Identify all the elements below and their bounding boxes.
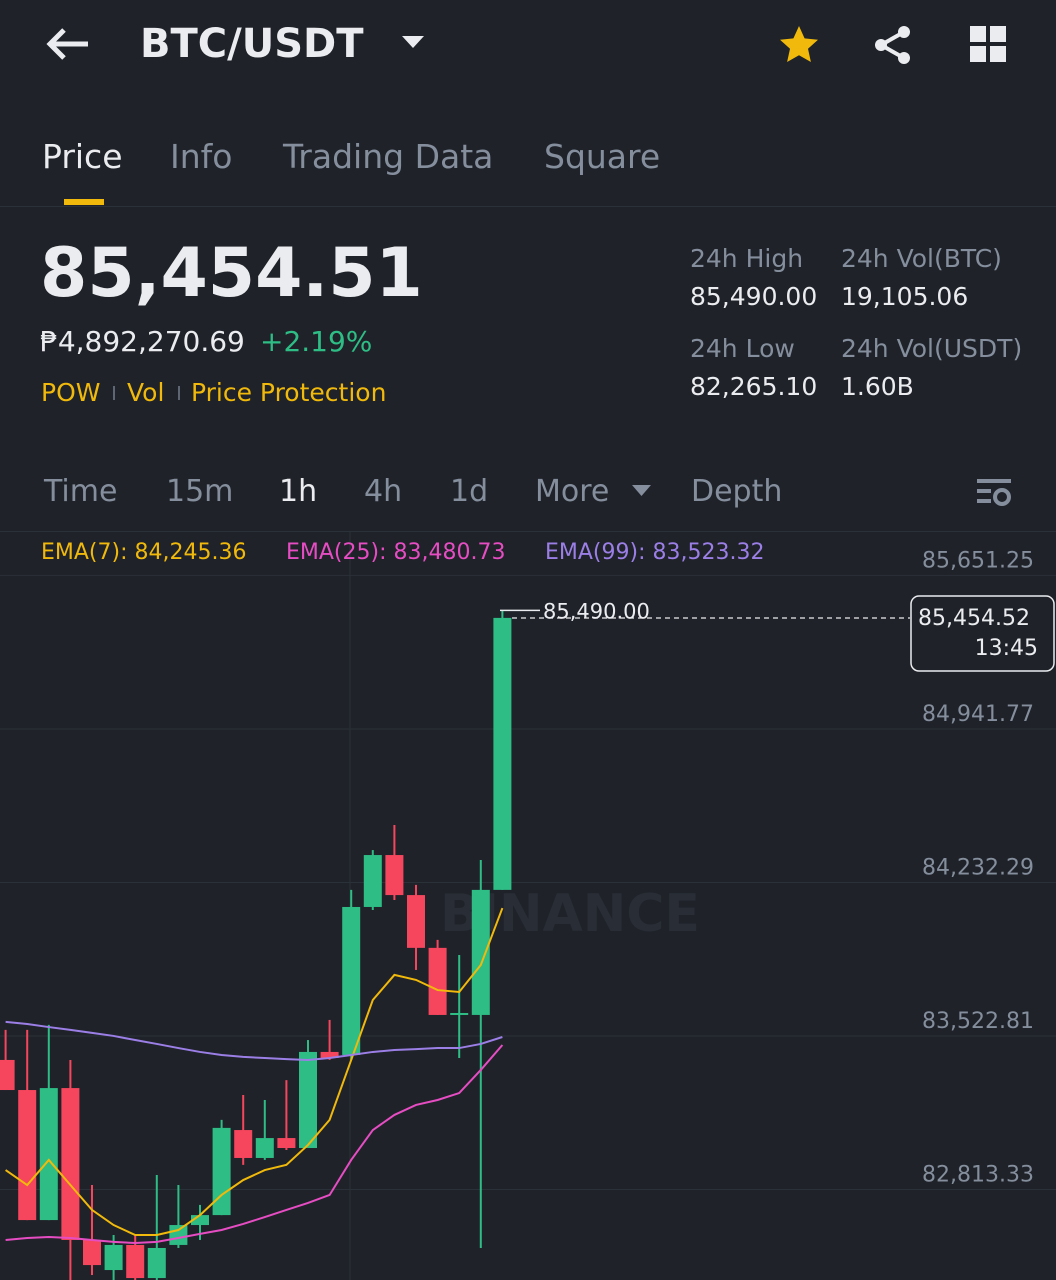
pair-dropdown[interactable]	[402, 34, 426, 50]
stat-value: 19,105.06	[841, 282, 969, 311]
candle-body	[363, 855, 382, 907]
interval[interactable]: 1d	[450, 474, 489, 509]
legend-entry: EMA(99): 83,523.32	[545, 540, 765, 565]
candle-body	[407, 895, 425, 948]
last-price-time: 13:45	[975, 636, 1038, 661]
interval[interactable]: Time	[44, 474, 118, 509]
fiat-price: ₱4,892,270.69	[40, 325, 245, 358]
candle-body	[299, 1051, 317, 1149]
interval[interactable]: More	[535, 474, 610, 509]
candle-body	[234, 1130, 253, 1158]
stat-label: 24h Vol(USDT)	[841, 334, 1023, 363]
stat-label: 24h High	[690, 244, 804, 273]
stat-value: 85,490.00	[690, 282, 818, 311]
y-tick-label: 85,651.25	[922, 548, 1034, 573]
tab[interactable]: Square	[544, 137, 661, 176]
interval[interactable]: 15m	[166, 474, 234, 509]
interval[interactable]: Depth	[691, 474, 783, 509]
divider	[0, 531, 1056, 532]
tab[interactable]: Trading Data	[283, 137, 494, 176]
candle-body	[104, 1244, 123, 1271]
legend-entry: EMA(25): 83,480.73	[286, 540, 506, 565]
stat-value: 82,265.10	[690, 372, 818, 401]
candle-body	[320, 1051, 339, 1059]
candle-body	[18, 1090, 37, 1221]
candle-body	[126, 1244, 145, 1279]
candle-body	[39, 1088, 58, 1221]
tab[interactable]: Price	[42, 137, 123, 176]
candle-body	[212, 1127, 231, 1216]
tag[interactable]: Price Protection	[191, 378, 387, 407]
chart: 85,651.25 84,941.77 84,232.29 83,522.81 82,8…	[0, 532, 1056, 1280]
y-tick-label: 83,522.81	[922, 1009, 1034, 1034]
candle-body	[255, 1138, 274, 1158]
legend-entry: EMA(7): 84,245.36	[41, 540, 247, 565]
divider	[0, 206, 1056, 207]
y-tick-label: 82,813.33	[922, 1162, 1034, 1187]
interval[interactable]: 4h	[364, 474, 403, 509]
last-price: 85,454.51	[40, 234, 423, 313]
ema-line	[5, 907, 504, 1236]
stat-label: 24h Low	[690, 334, 795, 363]
separator	[178, 386, 180, 400]
more-dropdown[interactable]	[632, 484, 652, 498]
tag[interactable]: POW	[41, 378, 101, 407]
candle-body	[493, 617, 512, 890]
last-price-label: 85,454.52	[918, 606, 1030, 631]
last-price-box	[910, 595, 1055, 672]
stat-value: 1.60B	[841, 372, 914, 401]
candle-body	[471, 889, 490, 1015]
share[interactable]	[872, 24, 914, 66]
tag[interactable]: Vol	[127, 378, 165, 407]
candle-body	[450, 1012, 469, 1015]
interval[interactable]: 1h	[279, 474, 318, 509]
back-button[interactable]	[44, 26, 92, 62]
price-change: +2.19%	[260, 325, 373, 358]
y-tick-label: 84,941.77	[922, 702, 1034, 727]
candle-body	[277, 1138, 296, 1149]
tab[interactable]: Info	[170, 137, 233, 176]
candle-body	[169, 1225, 188, 1245]
tab-indicator	[64, 199, 104, 205]
y-tick-label: 84,232.29	[922, 855, 1034, 880]
ema-line	[5, 1020, 503, 1061]
candle-body	[342, 906, 361, 1055]
candle-body	[0, 1059, 15, 1091]
candle-body	[83, 1239, 101, 1266]
candle-body	[191, 1215, 209, 1226]
pair[interactable]: BTC/USDT	[140, 21, 364, 67]
candle-body	[61, 1088, 80, 1240]
chart-settings[interactable]	[975, 477, 1013, 509]
candle-body	[147, 1247, 166, 1279]
stat-label: 24h Vol(BTC)	[841, 244, 1002, 273]
candle-body	[385, 855, 404, 896]
ema-line	[5, 1044, 504, 1245]
separator	[113, 386, 115, 400]
layout-grid[interactable]	[970, 26, 1008, 64]
candle-body	[428, 947, 447, 1015]
favorite-star[interactable]	[778, 24, 820, 66]
high-label: 85,490.00	[543, 599, 650, 623]
